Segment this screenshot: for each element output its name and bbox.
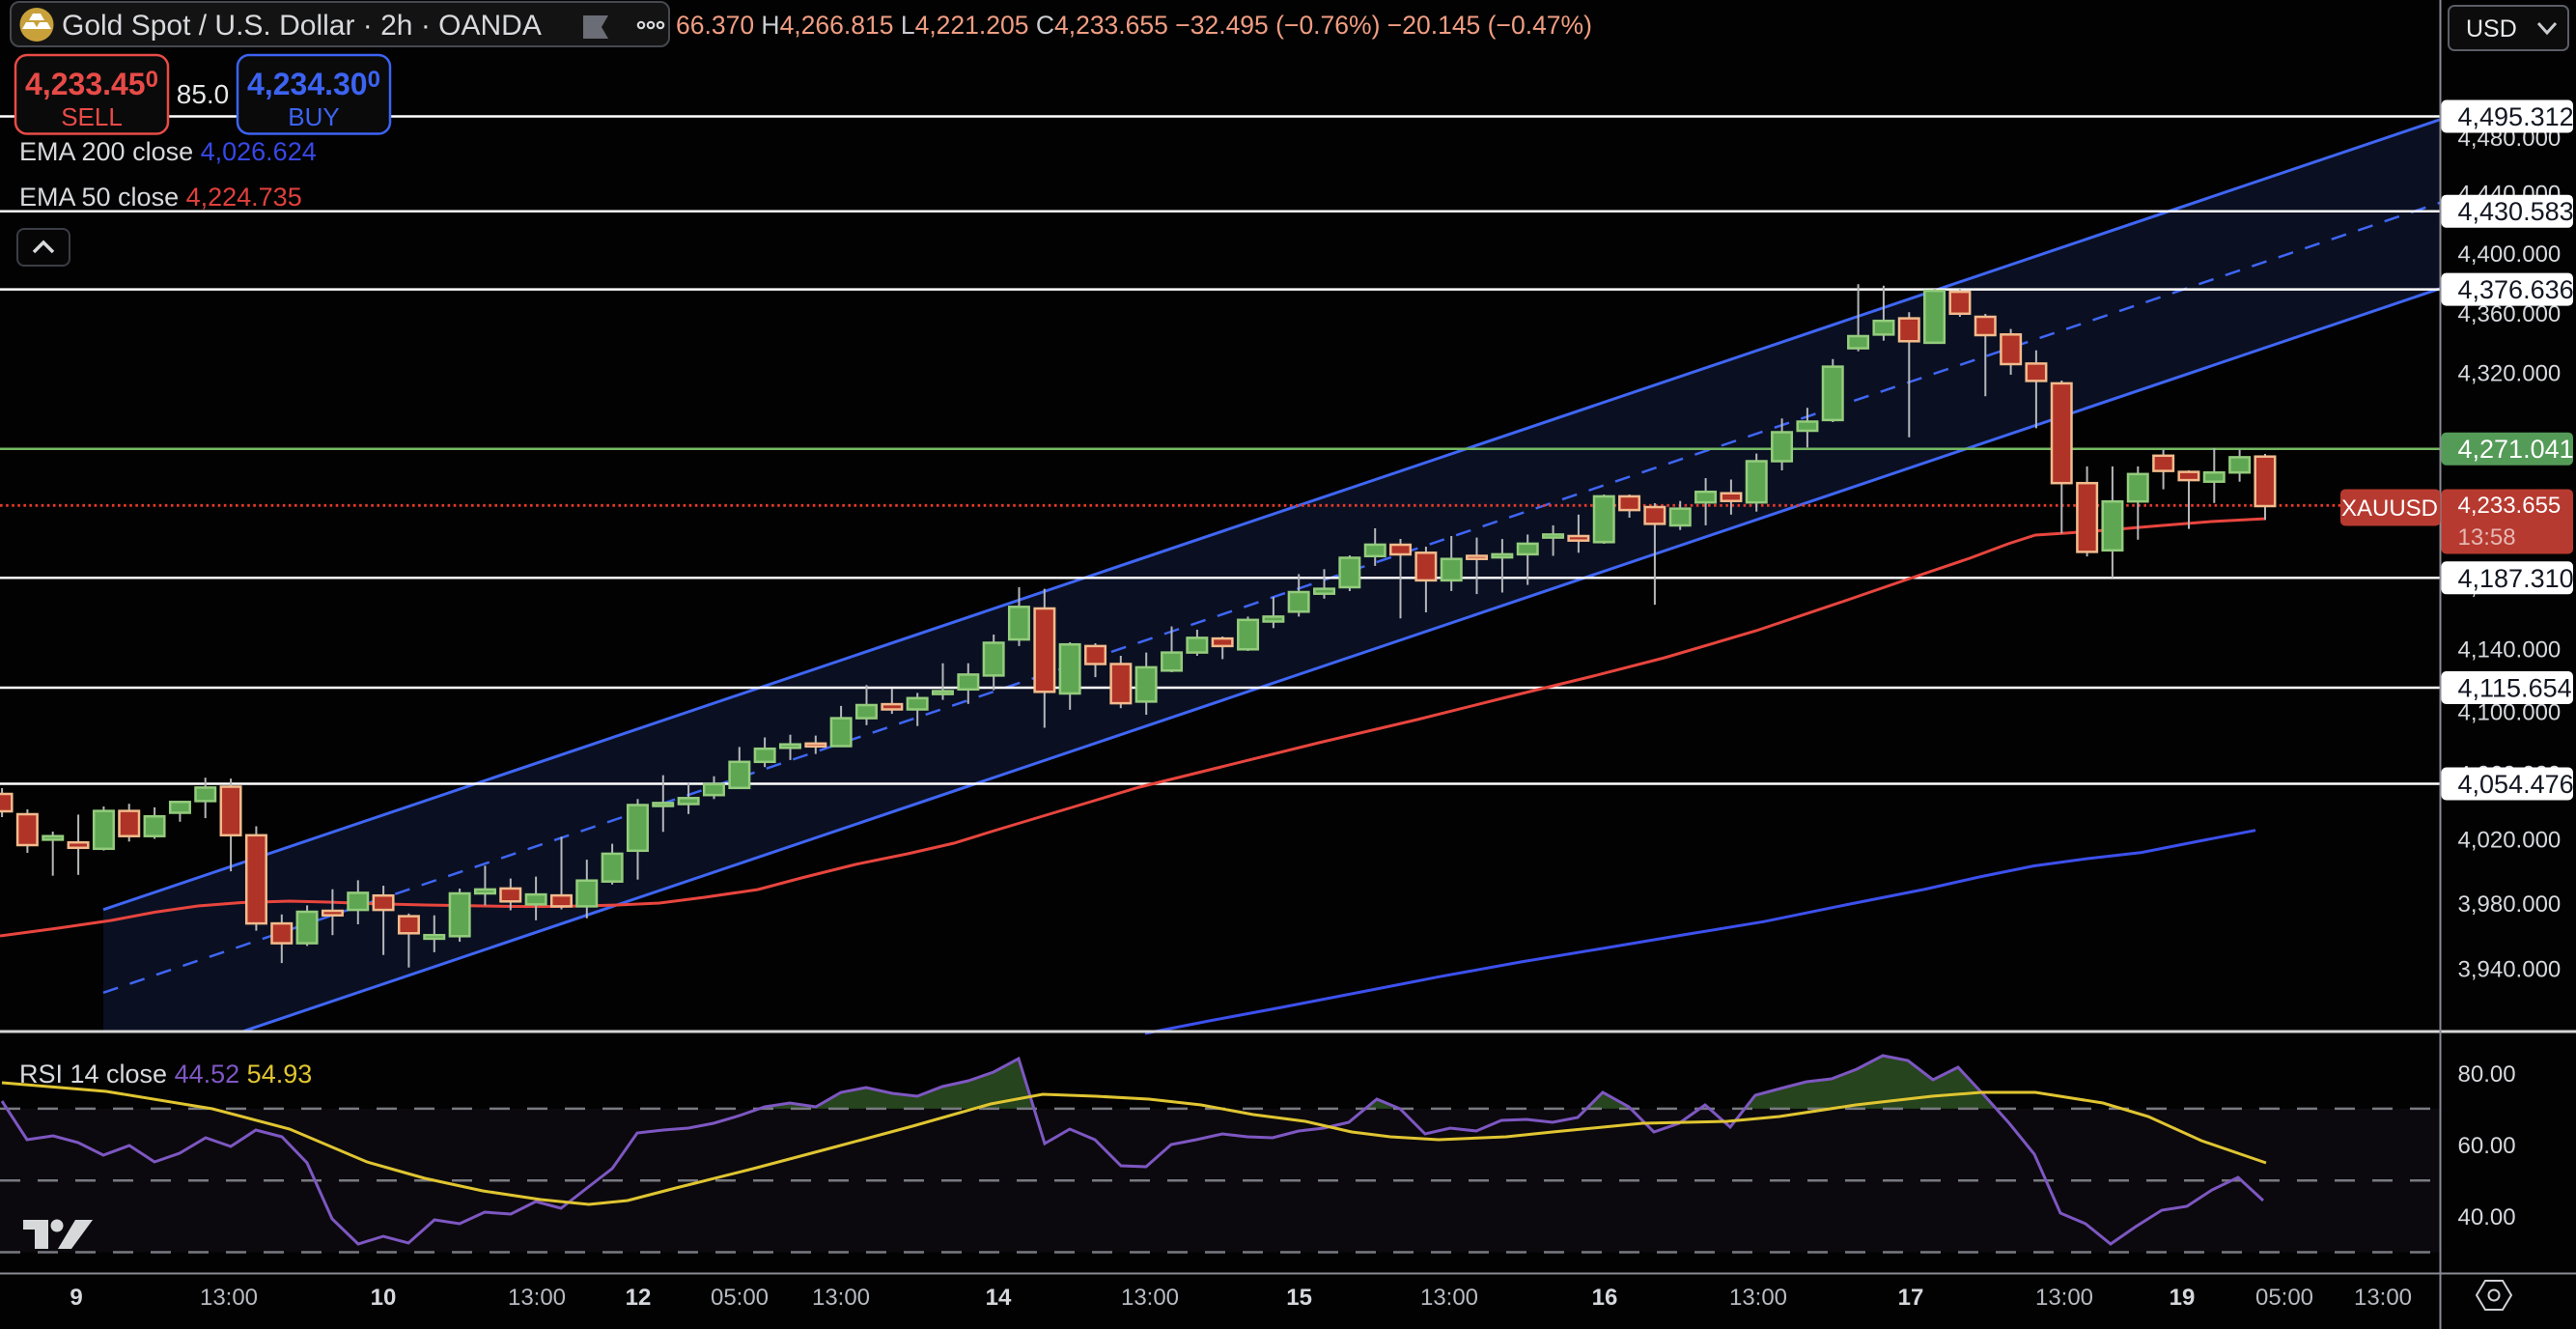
svg-text:13:58: 13:58	[2458, 524, 2516, 551]
svg-text:66.370 H4,266.815 L4,221.205 C: 66.370 H4,266.815 L4,221.205 C4,233.655 …	[676, 11, 1592, 40]
svg-text:RSI 14 close 44.52 54.93: RSI 14 close 44.52 54.93	[19, 1060, 312, 1089]
svg-text:4,020.000: 4,020.000	[2458, 828, 2562, 854]
svg-text:4,140.000: 4,140.000	[2458, 637, 2562, 664]
svg-text:USD: USD	[2466, 15, 2517, 42]
svg-text:13:00: 13:00	[200, 1285, 258, 1311]
svg-text:SELL: SELL	[61, 102, 123, 131]
svg-text:13:00: 13:00	[508, 1285, 566, 1311]
svg-text:4,320.000: 4,320.000	[2458, 361, 2562, 387]
svg-text:16: 16	[1592, 1285, 1618, 1311]
svg-text:19: 19	[2170, 1285, 2196, 1311]
svg-text:4,430.583: 4,430.583	[2458, 197, 2574, 226]
svg-text:9: 9	[70, 1285, 82, 1311]
svg-text:XAUUSD: XAUUSD	[2341, 495, 2438, 522]
svg-text:13:00: 13:00	[1729, 1285, 1787, 1311]
svg-text:EMA 50 close 4,224.735: EMA 50 close 4,224.735	[19, 183, 302, 212]
svg-text:17: 17	[1898, 1285, 1924, 1311]
svg-text:14: 14	[986, 1285, 1012, 1311]
svg-text:EMA 200 close 4,026.624: EMA 200 close 4,026.624	[19, 137, 317, 166]
svg-text:15: 15	[1286, 1285, 1312, 1311]
svg-text:80.00: 80.00	[2458, 1061, 2516, 1088]
svg-text:BUY: BUY	[288, 102, 339, 131]
svg-text:4,495.312: 4,495.312	[2458, 102, 2574, 131]
svg-text:4,187.310: 4,187.310	[2458, 564, 2574, 593]
svg-text:40.00: 40.00	[2458, 1204, 2516, 1230]
svg-text:12: 12	[626, 1285, 652, 1311]
svg-text:85.0: 85.0	[177, 79, 230, 109]
svg-text:4,400.000: 4,400.000	[2458, 241, 2562, 268]
svg-text:13:00: 13:00	[1121, 1285, 1179, 1311]
svg-text:13:00: 13:00	[2354, 1285, 2412, 1311]
svg-text:05:00: 05:00	[711, 1285, 769, 1311]
svg-text:05:00: 05:00	[2255, 1285, 2313, 1311]
svg-text:4,100.000: 4,100.000	[2458, 700, 2562, 726]
svg-text:3,940.000: 3,940.000	[2458, 957, 2562, 983]
svg-text:4,233.450: 4,233.450	[25, 67, 158, 101]
svg-text:4,054.476: 4,054.476	[2458, 770, 2574, 799]
svg-text:3,980.000: 3,980.000	[2458, 891, 2562, 918]
svg-text:60.00: 60.00	[2458, 1133, 2516, 1159]
svg-text:4,271.041: 4,271.041	[2458, 435, 2574, 464]
svg-text:4,376.636: 4,376.636	[2458, 275, 2574, 304]
svg-text:4,234.300: 4,234.300	[247, 67, 380, 101]
svg-text:13:00: 13:00	[1420, 1285, 1478, 1311]
svg-text:13:00: 13:00	[812, 1285, 870, 1311]
svg-text:13:00: 13:00	[2035, 1285, 2093, 1311]
svg-text:4,233.655: 4,233.655	[2458, 493, 2562, 519]
svg-text:Gold Spot / U.S. Dollar · 2h ·: Gold Spot / U.S. Dollar · 2h · OANDA	[62, 10, 542, 42]
svg-text:10: 10	[371, 1285, 397, 1311]
svg-text:4,115.654: 4,115.654	[2458, 674, 2572, 703]
